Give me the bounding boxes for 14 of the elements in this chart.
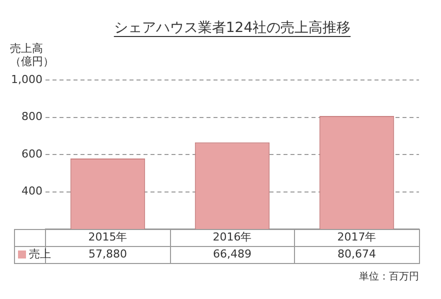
text: 57,880 — [88, 247, 127, 260]
y-tick-label: 1,000 — [10, 72, 42, 86]
text: 80,674 — [338, 247, 376, 260]
text: 単位：百万円 — [359, 270, 419, 283]
legend-label: 売上 — [29, 247, 51, 260]
y-tick-label: 400 — [21, 184, 42, 198]
y-tick-label: 800 — [21, 110, 42, 124]
x-tick-label: 2015年 — [88, 230, 128, 244]
x-tick-label: 2017年 — [337, 230, 376, 244]
text: 66,489 — [212, 247, 252, 260]
y-axis-title: 売上高（億円） — [10, 42, 54, 68]
chart-title: シェアハウス業者124社の売上高推移 — [114, 20, 351, 36]
y-tick-label: 600 — [21, 147, 42, 160]
x-tick-label: 2016年 — [212, 230, 252, 244]
